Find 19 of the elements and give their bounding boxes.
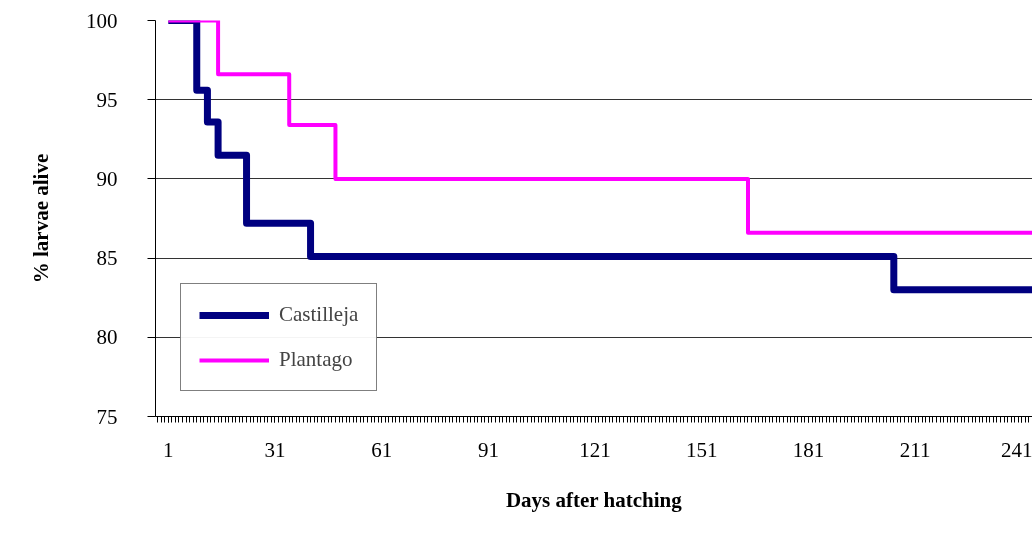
x-tick-label: 31 [264,437,286,462]
legend-label: Castilleja [279,302,359,327]
x-tick-label: 91 [477,437,499,462]
legend-label: Plantago [279,347,353,372]
x-axis-title: Days after hatching [505,487,683,512]
x-tick-label: 1 [163,437,174,462]
x-tick-label: 151 [686,437,718,462]
y-tick-label: 75 [96,404,118,429]
y-tick-label: 90 [96,166,118,191]
y-tick-label: 85 [96,246,118,271]
y-tick-label: 100 [86,8,118,33]
x-tick-label: 181 [792,437,825,462]
x-tick-label: 241 [1001,437,1032,462]
x-tick-label: 121 [579,437,611,462]
x-tick-label: 61 [371,437,393,462]
y-tick-label: 95 [96,87,118,112]
y-axis-title: % larvae alive [29,153,53,284]
y-tick-label: 80 [96,325,118,350]
x-tick-label: 211 [899,437,931,462]
